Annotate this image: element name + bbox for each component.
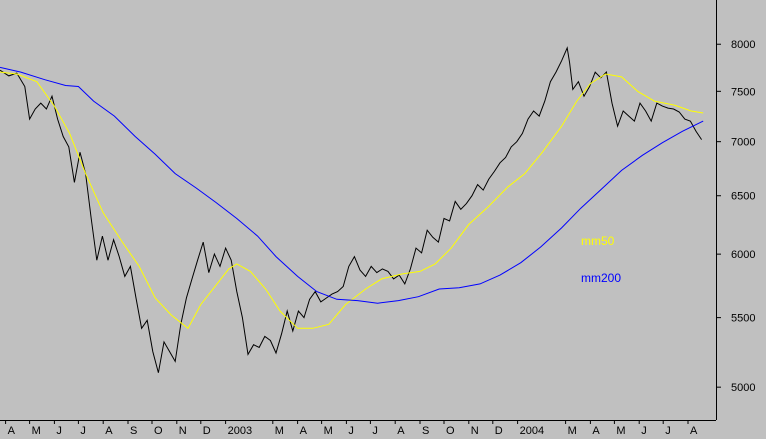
- y-tick-label: 6000: [731, 249, 755, 261]
- x-tick-label: A: [300, 425, 308, 437]
- y-tick-label: 8000: [731, 39, 755, 51]
- x-tick-label: M: [275, 425, 284, 437]
- x-tick-label: A: [690, 425, 698, 437]
- x-axis: A M J J A S O N D 2003 M A M J J A S O N D 2004 M A M J J A: [0, 420, 716, 437]
- x-tick-label: N: [471, 425, 479, 437]
- series-line-price: [0, 46, 703, 373]
- x-tick-label: 2004: [520, 425, 544, 437]
- x-tick-label: O: [446, 425, 455, 437]
- legend-label-mm200: mm200: [581, 271, 621, 285]
- series-layer: [0, 46, 704, 373]
- x-tick-label: J: [56, 425, 62, 437]
- series-line-mm50: [0, 71, 704, 330]
- x-tick-label: D: [203, 425, 211, 437]
- x-tick-label: J: [372, 425, 378, 437]
- x-tick-label: 2003: [228, 425, 252, 437]
- x-tick-label: A: [8, 425, 16, 437]
- x-tick-label: M: [324, 425, 333, 437]
- y-tick-label: 5000: [731, 382, 755, 394]
- x-tick-label: O: [154, 425, 163, 437]
- x-tick-label: N: [179, 425, 187, 437]
- x-tick-label: J: [641, 425, 647, 437]
- x-tick-label: A: [397, 425, 405, 437]
- x-tick-label: M: [568, 425, 577, 437]
- y-tick-label: 6500: [731, 191, 755, 203]
- x-tick-label: S: [130, 425, 137, 437]
- y-axis: 5000 5500 6000 6500 7000 7500 8000: [716, 0, 755, 420]
- y-tick-label: 7000: [731, 137, 755, 149]
- x-tick-label: S: [422, 425, 429, 437]
- series-line-mm200: [0, 66, 704, 304]
- x-tick-label: M: [32, 425, 41, 437]
- y-tick-label: 7500: [731, 86, 755, 98]
- x-tick-label: J: [665, 425, 671, 437]
- x-tick-label: J: [80, 425, 86, 437]
- legend-label-mm50: mm50: [581, 234, 615, 248]
- y-tick-label: 5500: [731, 313, 755, 325]
- x-tick-label: J: [348, 425, 354, 437]
- x-tick-label: A: [592, 425, 600, 437]
- x-tick-label: D: [495, 425, 503, 437]
- x-tick-label: M: [616, 425, 625, 437]
- x-tick-label: A: [105, 425, 113, 437]
- legend: mm50 mm200: [581, 234, 621, 285]
